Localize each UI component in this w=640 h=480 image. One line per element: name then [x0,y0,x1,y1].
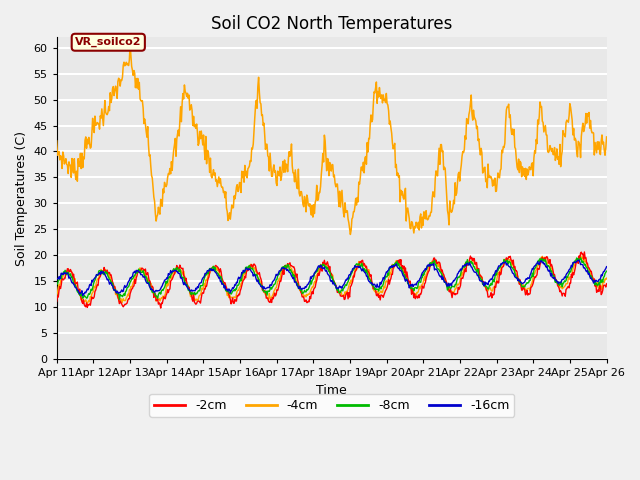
Y-axis label: Soil Temperatures (C): Soil Temperatures (C) [15,131,28,265]
X-axis label: Time: Time [316,384,347,396]
Legend: -2cm, -4cm, -8cm, -16cm: -2cm, -4cm, -8cm, -16cm [149,394,515,417]
Text: VR_soilco2: VR_soilco2 [75,37,141,48]
Title: Soil CO2 North Temperatures: Soil CO2 North Temperatures [211,15,452,33]
